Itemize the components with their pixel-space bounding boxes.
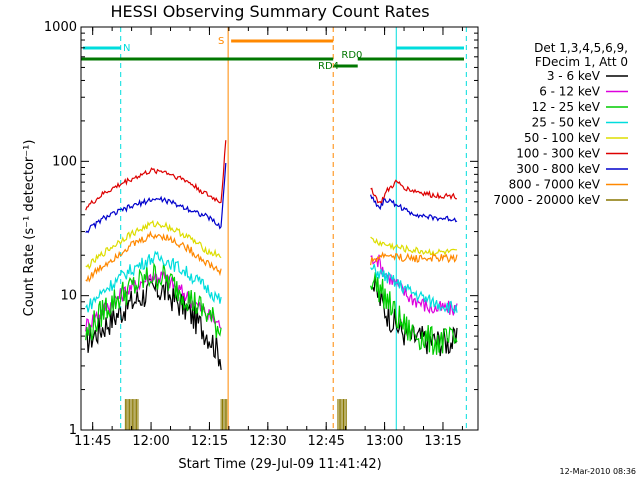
series-line-0-day2 bbox=[372, 276, 458, 357]
series-line-3-day1 bbox=[85, 250, 222, 313]
legend-label-2: 12 - 25 keV bbox=[532, 100, 601, 114]
legend-label-5: 100 - 300 keV bbox=[516, 147, 600, 161]
rd4-annotation: RD4 bbox=[318, 61, 339, 72]
series-line-5-day2 bbox=[370, 179, 458, 206]
legend-header-line-2: FDecim 1, Att 0 bbox=[535, 55, 628, 69]
x-tick-label: 13:00 bbox=[366, 434, 403, 449]
legend-label-6: 300 - 800 keV bbox=[516, 162, 600, 176]
plot-frame bbox=[80, 26, 479, 431]
series-line-4-day1 bbox=[85, 219, 222, 270]
x-tick-label: 12:15 bbox=[191, 434, 228, 449]
legend-label-0: 3 - 6 keV bbox=[547, 69, 601, 83]
x-tick-label: 12:45 bbox=[307, 434, 344, 449]
footer-timestamp: 12-Mar-2010 08:36 bbox=[560, 467, 637, 476]
series-line-7-day2 bbox=[370, 251, 458, 266]
n-annotation: N bbox=[123, 43, 130, 54]
y-tick-label: 1 bbox=[69, 423, 77, 438]
legend-label-3: 25 - 50 keV bbox=[532, 116, 601, 130]
s-annotation: S bbox=[218, 36, 224, 47]
series-line-6-day2 bbox=[370, 194, 458, 223]
series-line-1-day2 bbox=[370, 254, 458, 316]
series-line-4-day2 bbox=[370, 236, 457, 257]
y-tick-label: 100 bbox=[52, 154, 77, 169]
series-line-2-day1 bbox=[85, 262, 222, 341]
series-line-7-day1 bbox=[85, 230, 222, 283]
x-tick-label: 11:45 bbox=[74, 434, 111, 449]
chart-title: HESSI Observing Summary Count Rates bbox=[110, 2, 429, 21]
series-line-2-day2 bbox=[370, 272, 458, 355]
series-line-0-day1 bbox=[85, 276, 222, 370]
legend: Det 1,3,4,5,6,9, FDecim 1, Att 0 3 - 6 k… bbox=[493, 41, 628, 207]
y-tick-label: 10 bbox=[60, 289, 77, 304]
y-axis-label: Count Rate (s⁻¹ detector⁻¹) bbox=[22, 140, 37, 317]
legend-label-1: 6 - 12 keV bbox=[539, 85, 601, 99]
legend-label-7: 800 - 7000 keV bbox=[509, 178, 601, 192]
x-tick-label: 13:15 bbox=[424, 434, 461, 449]
legend-label-4: 50 - 100 keV bbox=[524, 131, 601, 145]
series-line-3-day2 bbox=[370, 264, 458, 315]
y-tick-label: 1000 bbox=[44, 20, 77, 35]
legend-header-line-1: Det 1,3,4,5,6,9, bbox=[534, 41, 628, 55]
series-line-6-day1 bbox=[85, 162, 227, 234]
x-tick-label: 12:30 bbox=[249, 434, 286, 449]
series-line-5-day1 bbox=[85, 140, 227, 211]
rd0-annotation: RD0 bbox=[341, 50, 362, 61]
legend-label-8: 7000 - 20000 keV bbox=[493, 193, 600, 207]
x-tick-label: 12:00 bbox=[132, 434, 169, 449]
x-axis-label: Start Time (29-Jul-09 11:41:42) bbox=[178, 457, 381, 472]
